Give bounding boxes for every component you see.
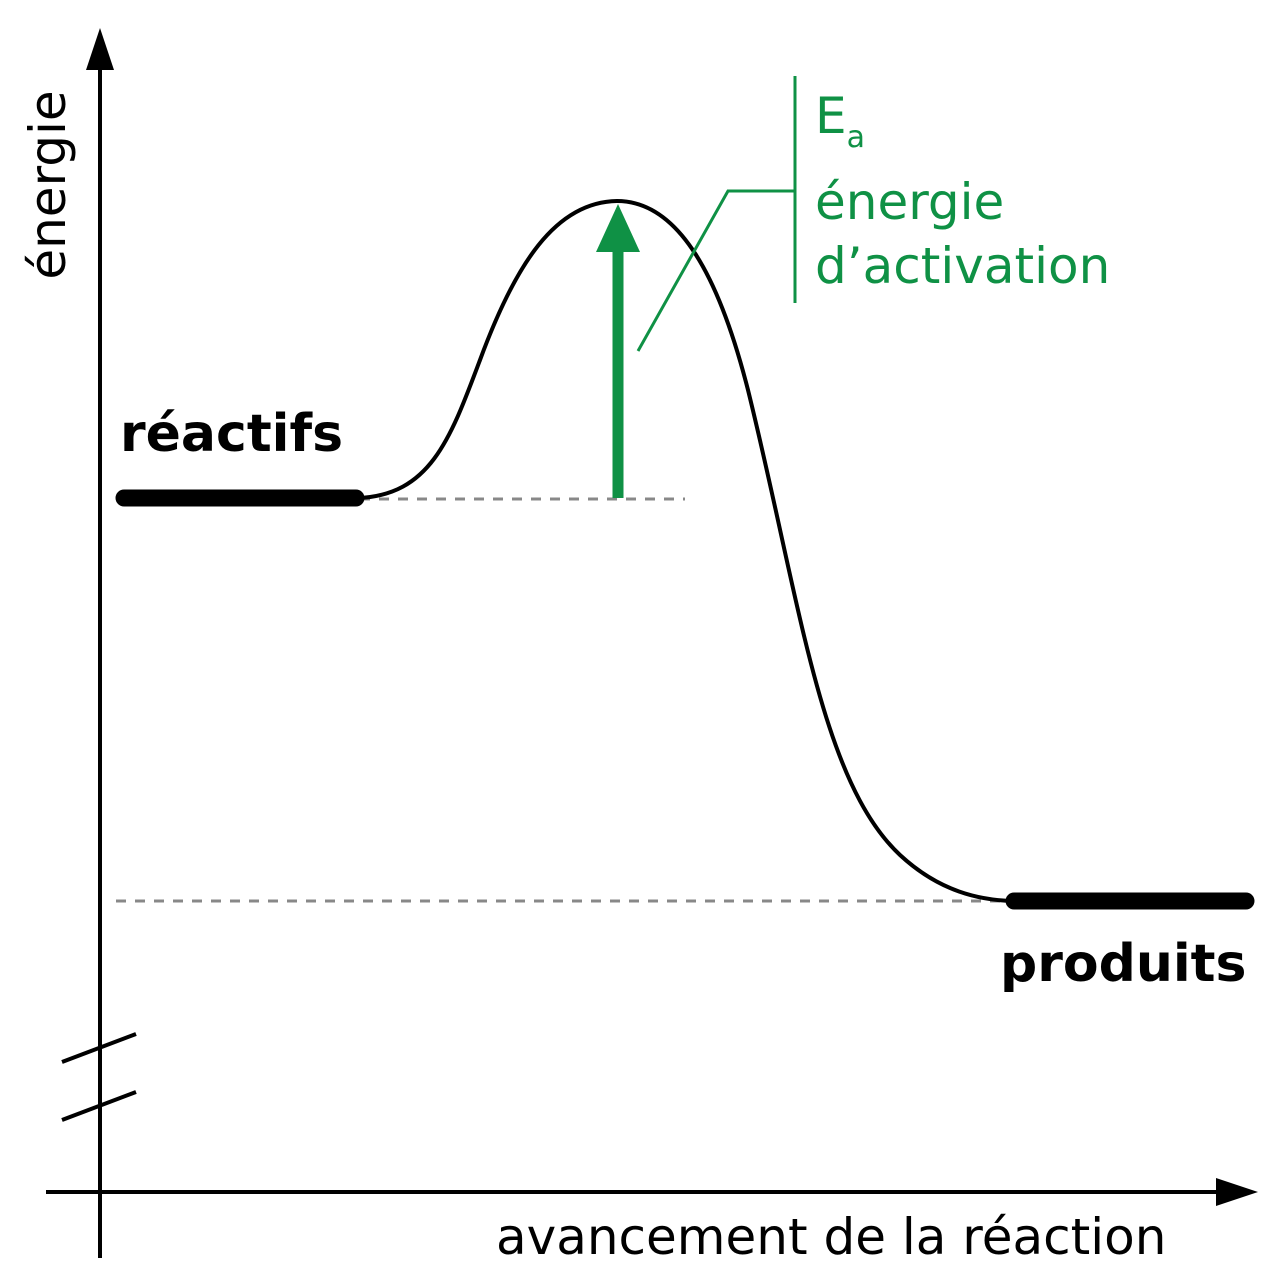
ea-symbol-subscript: a (846, 120, 865, 155)
activation-energy-text-line2: d’activation (815, 237, 1111, 295)
energy-profile-curve (357, 198, 1013, 903)
axis-break-mark-upper (61, 1032, 137, 1064)
y-axis-label: énergie (19, 90, 77, 280)
activation-energy-leader-line (636, 189, 795, 352)
activation-energy-text-line1: énergie (815, 173, 1005, 231)
activation-energy-label: Ea énergie d’activation (815, 84, 1110, 298)
x-axis-arrowhead (1216, 1178, 1258, 1206)
activation-energy-symbol: Ea (815, 84, 1110, 170)
y-axis-arrowhead (86, 28, 114, 70)
axis-break-mark-lower (61, 1090, 137, 1122)
reactants-label: réactifs (120, 404, 344, 464)
x-axis-label: avancement de la réaction (496, 1208, 1167, 1266)
ea-symbol-letter: E (815, 87, 847, 145)
activation-energy-arrowhead (596, 204, 640, 252)
products-label: produits (1000, 934, 1247, 994)
